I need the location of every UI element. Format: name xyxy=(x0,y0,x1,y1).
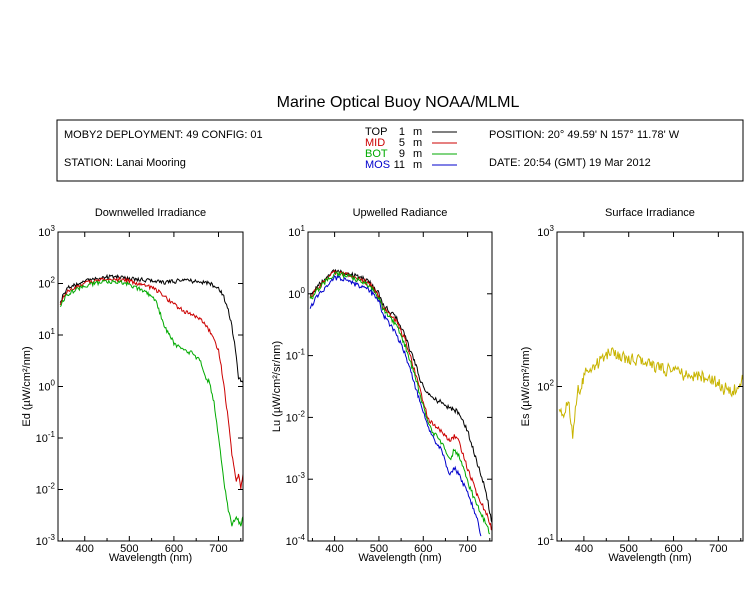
y-tick-label-3-1: 101 xyxy=(537,533,554,548)
chart-panel-2: Upwelled Radiance Wavelength (nm) Lu (µW/c… xyxy=(271,207,493,564)
x-tick-label-1-400: 400 xyxy=(76,543,94,555)
plot-frame-2 xyxy=(307,231,493,542)
y-tick-label-2--4: 10-4 xyxy=(286,533,306,548)
series-line-2-mos xyxy=(309,274,482,537)
legend-label-top: TOP xyxy=(365,126,387,138)
x-tick-label-2-400: 400 xyxy=(325,543,343,555)
y-tick-label-1--1: 10-1 xyxy=(36,430,56,445)
info-box xyxy=(56,119,744,182)
x-tick-label-3-500: 500 xyxy=(620,543,638,555)
x-axis-label-2: Wavelength (nm) xyxy=(358,552,441,564)
y-tick-label-2--1: 10-1 xyxy=(286,348,306,363)
chart-panel-3: Surface Irradiance Wavelength (nm) Es (µW/… xyxy=(520,207,744,564)
legend-unit-mid: m xyxy=(413,137,422,149)
series-line-2-bot xyxy=(309,270,491,535)
legend-depth-bot: 9 xyxy=(399,148,405,160)
x-tick-label-3-600: 600 xyxy=(664,543,682,555)
legend-depth-mos: 11 xyxy=(394,159,405,171)
x-tick-label-2-700: 700 xyxy=(458,543,476,555)
series-line-2-mid xyxy=(309,270,492,531)
series-line-1-top xyxy=(59,273,243,383)
x-tick-label-1-500: 500 xyxy=(120,543,138,555)
y-tick-label-1-2: 102 xyxy=(38,276,55,291)
legend-depth-mid: 5 xyxy=(399,137,405,149)
page-title: Marine Optical Buoy NOAA/MLML xyxy=(277,94,520,111)
y-tick-label-2-1: 101 xyxy=(288,224,305,239)
y-tick-label-3-2: 102 xyxy=(537,379,554,394)
legend-label-mid: MID xyxy=(365,137,385,149)
station-text: STATION: Lanai Mooring xyxy=(64,157,186,169)
series-line-3-es xyxy=(558,347,743,439)
x-axis-label-1: Wavelength (nm) xyxy=(109,552,192,564)
x-axis-label-3: Wavelength (nm) xyxy=(608,552,691,564)
chart-title-1: Downwelled Irradiance xyxy=(95,207,206,219)
y-axis-label-2: Lu (µW/cm²/sr/nm) xyxy=(271,341,283,432)
series-line-1-mid xyxy=(59,276,243,489)
y-tick-label-1--3: 10-3 xyxy=(36,533,56,548)
y-tick-label-1--2: 10-2 xyxy=(36,482,56,497)
y-axis-label-1: Ed (µW/cm²/nm) xyxy=(21,346,33,426)
x-tick-label-1-600: 600 xyxy=(165,543,183,555)
chart-title-3: Surface Irradiance xyxy=(605,207,695,219)
plot-frame-3 xyxy=(556,231,744,542)
position-text: POSITION: 20° 49.59' N 157° 11.78' W xyxy=(489,129,680,141)
legend-label-mos: MOS xyxy=(365,159,390,171)
y-tick-label-2--2: 10-2 xyxy=(286,409,306,424)
deployment-text: MOBY2 DEPLOYMENT: 49 CONFIG: 01 xyxy=(64,129,263,141)
chart-panel-1: Downwelled Irradiance Wavelength (nm) Ed (… xyxy=(21,207,244,564)
x-tick-label-1-700: 700 xyxy=(209,543,227,555)
series-line-1-bot xyxy=(59,279,243,527)
legend-unit-mos: m xyxy=(413,159,422,171)
chart-title-2: Upwelled Radiance xyxy=(353,207,448,219)
legend-depth-top: 1 xyxy=(399,126,405,138)
x-tick-label-3-400: 400 xyxy=(575,543,593,555)
x-tick-label-3-700: 700 xyxy=(709,543,727,555)
y-tick-label-1-1: 101 xyxy=(38,327,55,342)
x-tick-label-2-500: 500 xyxy=(370,543,388,555)
y-tick-label-1-3: 103 xyxy=(38,224,55,239)
y-tick-label-2--3: 10-3 xyxy=(286,471,306,486)
y-tick-label-2-0: 100 xyxy=(288,286,305,301)
y-axis-label-3: Es (µW/cm²/nm) xyxy=(520,347,532,427)
date-text: DATE: 20:54 (GMT) 19 Mar 2012 xyxy=(489,157,651,169)
y-tick-label-3-3: 103 xyxy=(537,224,554,239)
legend-unit-top: m xyxy=(413,126,422,138)
legend-unit-bot: m xyxy=(413,148,422,160)
legend-label-bot: BOT xyxy=(365,148,388,160)
x-tick-label-2-600: 600 xyxy=(414,543,432,555)
plot-frame-1 xyxy=(57,231,244,542)
y-tick-label-1-0: 100 xyxy=(38,379,55,394)
chart-panels: Downwelled Irradiance Wavelength (nm) Ed (… xyxy=(21,207,744,564)
